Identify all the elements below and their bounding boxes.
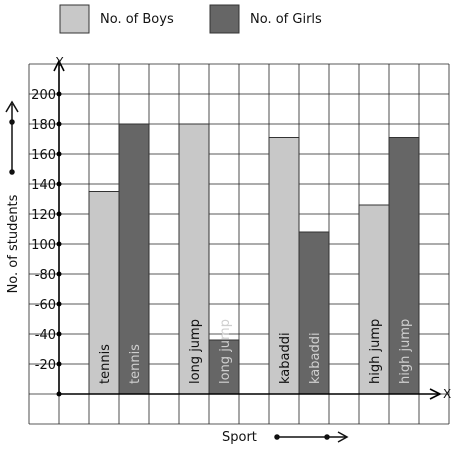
bar-label-long-jump-boys: long jump (188, 319, 203, 384)
y-tick-dot (56, 361, 62, 367)
y-tick-label: -80 (35, 268, 56, 283)
y-tick-label: 100 (31, 238, 56, 253)
bar-high-jump-girls (388, 137, 420, 395)
bar-label-long-jump-girls: long jump (218, 319, 233, 384)
y-tick-label: 180 (31, 118, 56, 133)
y-axis-title: No. of students (6, 194, 21, 293)
bars (88, 123, 420, 395)
y-tick-dot (56, 271, 62, 277)
y-tick-dot (56, 301, 62, 307)
legend-label-girls: No. of Girls (250, 12, 322, 27)
bar-label-high-jump-boys: high jump (368, 319, 383, 384)
y-tick-label: 140 (31, 178, 56, 193)
bar-kabaddi-girls (298, 231, 330, 395)
y-tick-label: -20 (35, 358, 56, 373)
legend-label-boys: No. of Boys (100, 12, 174, 27)
y-tick-label: -40 (35, 328, 56, 343)
bar-label-tennis-boys: tennis (98, 344, 113, 384)
legend-swatch-girls (209, 4, 240, 34)
bar-label-tennis-girls: tennis (128, 344, 143, 384)
bar-label-high-jump-girls: high jump (398, 319, 413, 384)
x-axis-name: X (443, 387, 451, 401)
y-tick-label: 120 (31, 208, 56, 223)
bar-label-kabaddi-girls: kabaddi (308, 332, 323, 384)
y-axis-arrowhead (53, 59, 65, 72)
x-axis-title: Sport (222, 430, 257, 445)
legend: No. of Boys No. of Girls (59, 4, 322, 34)
y-tick-dot (56, 241, 62, 247)
y-tick-dot (56, 211, 62, 217)
bar-kabaddi-boys (268, 137, 300, 395)
x-direction-arrow (274, 431, 349, 443)
bar-label-kabaddi-boys: kabaddi (278, 332, 293, 384)
axes (53, 59, 442, 400)
y-tick-label: 160 (31, 148, 56, 163)
y-tick-label: -60 (35, 298, 56, 313)
y-tick-dot (56, 121, 62, 127)
y-tick-dot (56, 181, 62, 187)
y-axis-name: Y (55, 55, 64, 69)
y-tick-dot (56, 91, 62, 97)
x-axis-arrowhead (429, 388, 442, 400)
y-tick-dot (56, 331, 62, 337)
y-ticks: -20 -40 -60 -80 100 120 140 160 180 200 (31, 88, 62, 373)
origin-dot (56, 391, 62, 397)
y-direction-arrow (5, 100, 19, 175)
bar-labels: tennis tennis long jump long jump kabaddi kab… (98, 319, 413, 384)
legend-swatch-boys (59, 4, 90, 34)
bar-tennis-boys (88, 191, 120, 395)
y-tick-dot (56, 151, 62, 157)
y-tick-label: 200 (31, 88, 56, 103)
